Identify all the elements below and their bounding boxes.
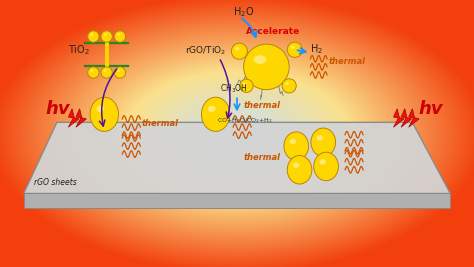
Ellipse shape [319, 159, 326, 165]
Ellipse shape [231, 43, 247, 59]
Polygon shape [393, 109, 404, 127]
Text: rGO sheets: rGO sheets [34, 178, 77, 187]
Polygon shape [76, 109, 86, 127]
Ellipse shape [287, 42, 302, 57]
Ellipse shape [117, 70, 120, 72]
Ellipse shape [96, 105, 104, 112]
Ellipse shape [314, 152, 338, 181]
Polygon shape [401, 109, 411, 127]
Ellipse shape [244, 44, 289, 90]
Polygon shape [24, 194, 450, 208]
Text: thermal: thermal [244, 153, 281, 162]
Ellipse shape [90, 34, 93, 36]
Ellipse shape [103, 34, 107, 36]
Text: thermal: thermal [328, 57, 365, 66]
Ellipse shape [101, 67, 112, 78]
Ellipse shape [254, 55, 266, 64]
Ellipse shape [208, 105, 216, 112]
Polygon shape [68, 109, 79, 127]
Ellipse shape [88, 67, 99, 78]
Ellipse shape [114, 31, 126, 42]
Text: CO+H$_2$O/CO$_2$+H$_2$: CO+H$_2$O/CO$_2$+H$_2$ [217, 116, 273, 125]
Ellipse shape [90, 97, 118, 131]
Ellipse shape [290, 139, 296, 144]
Ellipse shape [114, 67, 126, 78]
Ellipse shape [103, 70, 107, 72]
Ellipse shape [287, 156, 312, 184]
Text: hv: hv [418, 100, 443, 118]
Text: rGO/TiO$_2$: rGO/TiO$_2$ [185, 45, 226, 57]
Text: Accelerate: Accelerate [246, 27, 300, 36]
Text: thermal: thermal [244, 101, 281, 110]
Text: thermal: thermal [141, 119, 178, 128]
Polygon shape [409, 109, 419, 127]
Polygon shape [24, 122, 450, 194]
Ellipse shape [291, 46, 295, 49]
Text: H$_2$: H$_2$ [310, 43, 323, 56]
Ellipse shape [284, 132, 309, 160]
Ellipse shape [90, 70, 93, 72]
Ellipse shape [101, 31, 112, 42]
Ellipse shape [117, 34, 120, 36]
Ellipse shape [88, 31, 99, 42]
Ellipse shape [311, 128, 336, 156]
Ellipse shape [243, 83, 246, 85]
Text: CH$_3$OH: CH$_3$OH [220, 83, 248, 95]
Ellipse shape [235, 47, 239, 50]
Ellipse shape [317, 135, 323, 140]
Ellipse shape [285, 82, 289, 85]
Ellipse shape [282, 79, 296, 93]
Ellipse shape [293, 163, 300, 168]
Ellipse shape [201, 97, 230, 131]
Text: hv: hv [45, 100, 70, 118]
Ellipse shape [240, 79, 253, 92]
Text: H$_2$O: H$_2$O [233, 5, 255, 18]
Text: TiO$_2$: TiO$_2$ [68, 44, 90, 57]
